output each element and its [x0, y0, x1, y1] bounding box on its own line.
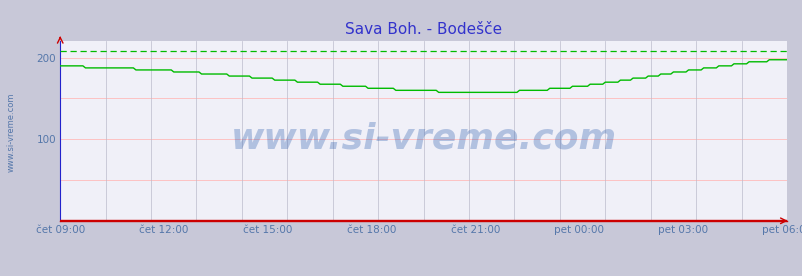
Text: www.si-vreme.com: www.si-vreme.com	[6, 93, 15, 172]
Title: Sava Boh. - Bodešče: Sava Boh. - Bodešče	[345, 22, 501, 38]
Text: www.si-vreme.com: www.si-vreme.com	[230, 121, 616, 155]
